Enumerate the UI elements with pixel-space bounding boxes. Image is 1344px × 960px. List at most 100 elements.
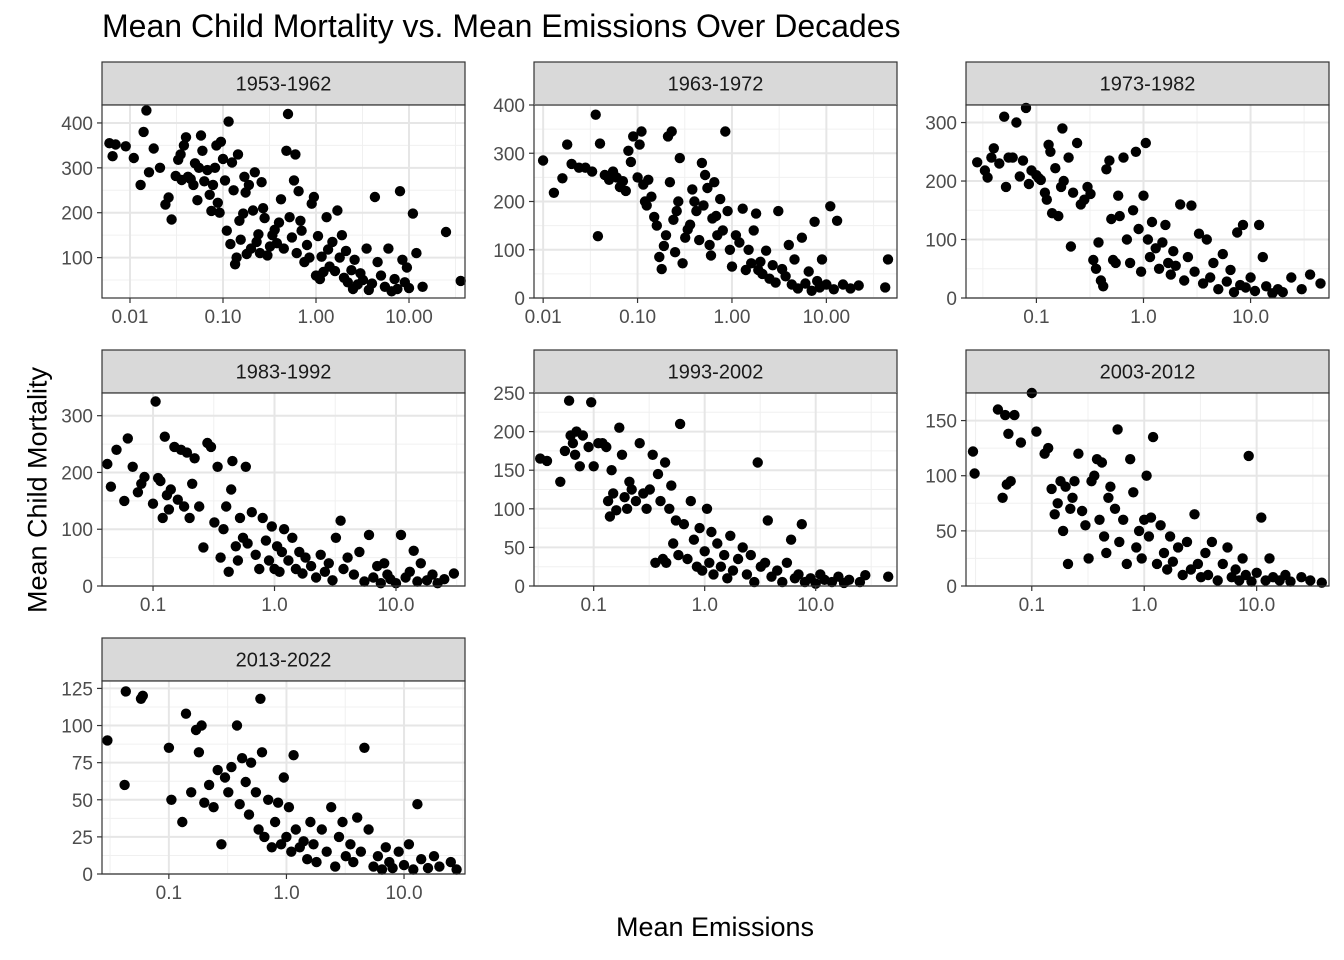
data-point <box>278 524 290 535</box>
data-point <box>1069 476 1080 487</box>
data-point <box>541 455 553 467</box>
data-point <box>1192 558 1204 570</box>
data-point <box>1205 272 1216 283</box>
data-point <box>651 220 662 231</box>
data-point <box>304 252 315 263</box>
data-point <box>748 225 759 236</box>
data-point <box>338 563 349 575</box>
data-point <box>439 574 450 585</box>
data-point <box>1256 512 1267 523</box>
data-point <box>276 546 288 558</box>
data-point <box>604 511 616 522</box>
facet-strip <box>101 349 466 394</box>
data-point <box>1045 146 1056 157</box>
data-point <box>440 226 452 238</box>
data-point <box>240 776 251 788</box>
data-point <box>212 461 223 472</box>
data-point <box>181 447 193 458</box>
data-point <box>223 116 234 127</box>
data-point <box>619 492 630 503</box>
y-tick-label: 100 <box>493 241 525 262</box>
data-point <box>375 578 386 589</box>
data-point <box>180 132 192 143</box>
data-point <box>266 521 277 532</box>
data-point <box>308 839 319 850</box>
data-point <box>1245 272 1256 283</box>
data-point <box>691 205 702 217</box>
data-point <box>340 851 351 862</box>
data-point <box>1130 146 1142 157</box>
panel-border <box>101 392 466 587</box>
data-point <box>363 824 374 835</box>
data-point <box>333 831 345 843</box>
data-point <box>1050 163 1061 174</box>
data-point <box>569 449 581 460</box>
y-tick-label: 0 <box>82 865 93 886</box>
y-tick-label: 0 <box>946 577 957 598</box>
data-point <box>1221 276 1233 287</box>
data-point <box>257 203 269 214</box>
data-point <box>217 153 229 165</box>
data-point <box>323 558 334 569</box>
data-point <box>796 232 808 243</box>
data-point <box>403 839 415 850</box>
data-point <box>357 274 369 286</box>
data-point <box>760 245 772 256</box>
data-point <box>759 557 771 568</box>
y-tick-label: 100 <box>925 231 957 252</box>
data-point <box>214 207 225 218</box>
data-point <box>275 839 287 850</box>
x-tick-label: 10.00 <box>385 307 433 328</box>
y-tick-label: 300 <box>61 159 93 180</box>
data-point <box>701 503 713 514</box>
data-point <box>1146 216 1158 228</box>
y-tick-label: 400 <box>493 96 525 117</box>
data-point <box>1158 547 1170 559</box>
data-point <box>1049 509 1060 520</box>
facet-strip-label: 1963-1972 <box>668 74 764 96</box>
data-point <box>1043 442 1054 454</box>
data-point <box>1261 281 1272 292</box>
data-point <box>234 512 246 524</box>
data-point <box>720 126 731 137</box>
data-point <box>355 846 367 857</box>
data-point <box>1228 287 1240 298</box>
data-point <box>412 799 423 810</box>
data-point <box>674 152 685 164</box>
data-point <box>302 854 313 865</box>
data-point <box>741 569 753 580</box>
data-point <box>992 404 1004 415</box>
data-point <box>366 278 378 289</box>
facet-strip <box>965 349 1330 394</box>
panel-border <box>965 104 1330 299</box>
data-point <box>750 208 762 219</box>
data-point <box>647 449 658 460</box>
data-point <box>172 494 183 505</box>
data-point <box>1057 525 1069 537</box>
data-point <box>1264 553 1275 564</box>
data-point <box>601 441 612 453</box>
data-point <box>1031 426 1042 437</box>
data-point <box>592 231 604 242</box>
data-point <box>359 576 370 587</box>
data-point <box>634 139 645 150</box>
data-point <box>1179 275 1190 286</box>
data-point <box>1098 531 1110 542</box>
data-point <box>255 693 266 704</box>
data-point <box>236 753 248 764</box>
data-point <box>1052 498 1063 509</box>
y-tick-label: 50 <box>936 522 957 543</box>
y-tick-label: 200 <box>493 423 525 444</box>
data-point <box>1177 569 1188 581</box>
data-point <box>557 173 568 184</box>
data-point <box>427 569 438 580</box>
data-point <box>120 686 131 697</box>
data-point <box>698 200 709 211</box>
data-point <box>670 515 682 526</box>
data-point <box>189 453 200 464</box>
data-point <box>709 177 720 188</box>
data-point <box>1186 200 1197 211</box>
data-point <box>256 747 268 758</box>
data-point <box>138 126 149 138</box>
data-point <box>1127 205 1139 216</box>
